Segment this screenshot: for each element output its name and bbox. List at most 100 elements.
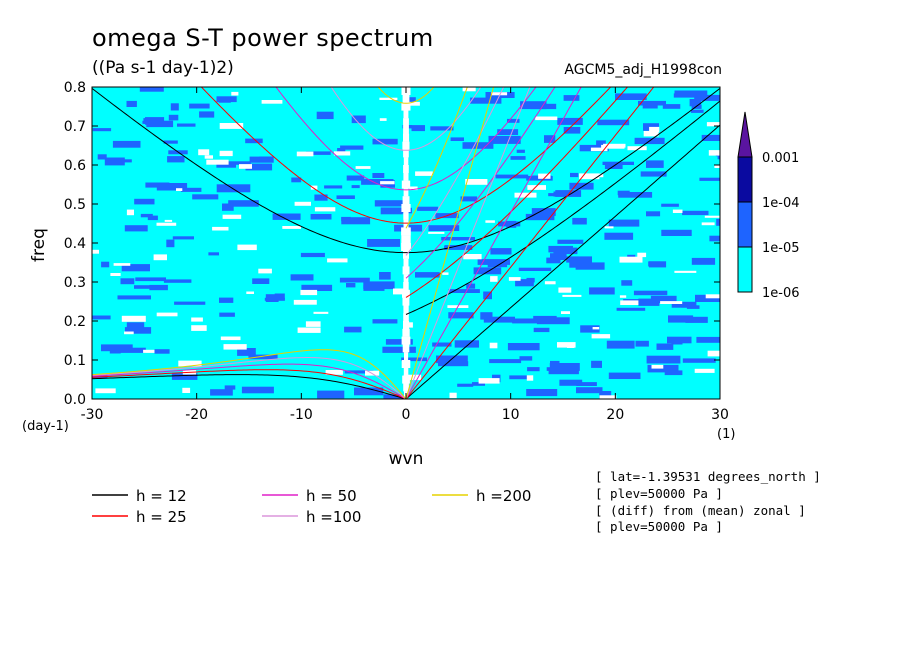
heatmap-cell (450, 137, 464, 141)
heatmap-cell (222, 214, 242, 219)
heatmap-cell (415, 171, 433, 176)
dispersion-curve (405, 87, 468, 229)
heatmap-cell (401, 227, 411, 236)
x-tick-label: 20 (606, 407, 624, 423)
heatmap-cell (465, 179, 488, 185)
heatmap-cell (237, 348, 256, 356)
heatmap-cell (174, 301, 206, 305)
heatmap-cell (121, 315, 146, 322)
info-line: [ lat=-1.39531 degrees_north ] (595, 469, 821, 484)
heatmap-cell (705, 294, 720, 299)
x-axis-unit: (1) (717, 427, 735, 442)
heatmap-cell (608, 219, 640, 227)
heatmap-cell (411, 125, 425, 132)
heatmap-cell (509, 375, 531, 380)
heatmap-cell (550, 253, 567, 260)
heatmap-cell (483, 316, 515, 323)
legend-label: h = 12 (136, 487, 187, 505)
dispersion-curve (92, 357, 407, 399)
heatmap-cell (218, 97, 231, 103)
heatmap-cell (403, 149, 409, 158)
heatmap-cell (313, 311, 329, 314)
x-tick-label: -10 (290, 407, 313, 423)
heatmap-cell (403, 211, 409, 220)
heatmap-cell (635, 340, 649, 347)
colorbar-box (737, 156, 753, 203)
heatmap-cell (134, 198, 155, 205)
colorbar-box (737, 246, 753, 293)
heatmap-cell (518, 267, 552, 271)
heatmap-cell (403, 313, 409, 322)
heatmap-cell (237, 244, 257, 251)
heatmap-cell (216, 162, 236, 168)
heatmap-cell (579, 173, 600, 180)
heatmap-cell (489, 342, 498, 349)
heatmap-cell (457, 383, 474, 387)
heatmap-cell (477, 259, 510, 265)
heatmap-cell (402, 196, 410, 205)
dispersion-curve (330, 87, 482, 151)
heatmap-cell (300, 289, 318, 296)
heatmap-cell (291, 177, 302, 183)
heatmap-cell (344, 370, 374, 374)
heatmap-cell (393, 288, 404, 295)
heatmap-cell (223, 344, 247, 350)
heatmap-cell (282, 226, 301, 229)
heatmap-cell (650, 295, 677, 303)
heatmap-cell (661, 203, 679, 207)
heatmap-cell (324, 185, 343, 189)
heatmap-cell (241, 386, 274, 394)
heatmap-cell (561, 311, 570, 314)
heatmap-cell (145, 117, 165, 125)
heatmap-cell (374, 200, 403, 207)
x-tick-label: 30 (711, 407, 729, 423)
heatmap-cell (340, 145, 364, 150)
heatmap-cell (428, 225, 460, 231)
heatmap-cell (514, 192, 537, 198)
heatmap-cell (339, 277, 370, 283)
heatmap-cell (689, 99, 702, 107)
heatmap-cell (101, 261, 110, 268)
colorbar-label: 0.001 (762, 151, 799, 166)
colorbar-label: 1e-06 (762, 286, 800, 301)
heatmap-cell (204, 155, 213, 159)
heatmap-cell (380, 181, 395, 185)
heatmap-cell (95, 388, 116, 394)
heatmap-cell (706, 122, 720, 127)
heatmap-cell (310, 214, 332, 220)
dispersion-curve (405, 87, 505, 256)
heatmap-cell (463, 254, 482, 260)
heatmap-cell (590, 147, 608, 152)
heatmap-cell (154, 349, 170, 354)
heatmap-cell (415, 272, 440, 278)
heatmap-cell (576, 387, 603, 394)
heatmap-cell (656, 343, 674, 350)
heatmap-cell (337, 148, 346, 153)
heatmap-cell (472, 382, 485, 386)
heatmap-cell (402, 328, 410, 337)
heatmap-cell (673, 93, 706, 98)
y-tick-label: 0.0 (64, 392, 86, 408)
heatmap-cell (480, 312, 493, 320)
heatmap-cell (637, 252, 647, 258)
heatmap-cell (143, 349, 155, 353)
x-axis-label: wvn (389, 449, 424, 469)
heatmap-cell (709, 235, 720, 242)
heatmap-cell (222, 203, 234, 211)
heatmap-cell (219, 297, 234, 303)
heatmap-cell (704, 215, 720, 218)
heatmap-cell (428, 231, 445, 234)
heatmap-cell (694, 368, 715, 373)
heatmap-cell (380, 207, 403, 215)
heatmap-cell (473, 267, 502, 275)
heatmap-cell (316, 111, 334, 120)
heatmap-cell (126, 209, 134, 216)
heatmap-cell (638, 298, 660, 306)
heatmap-cell (110, 273, 121, 276)
heatmap-cell (135, 277, 166, 282)
heatmap-cell (126, 100, 137, 107)
heatmap-cell (258, 268, 272, 274)
heatmap-cell (696, 336, 720, 343)
legend-label: h =100 (306, 508, 361, 526)
